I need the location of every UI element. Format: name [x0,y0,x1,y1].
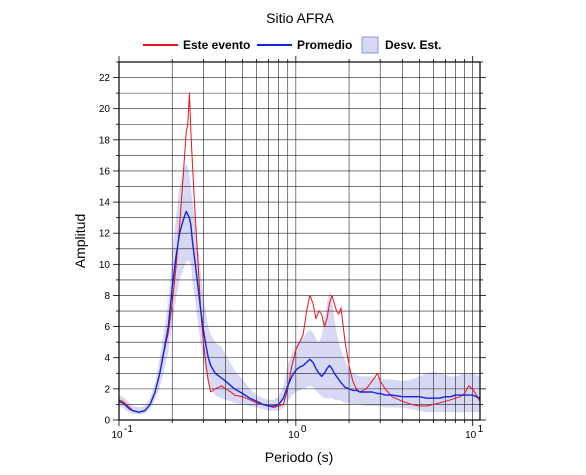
x-axis-label: Periodo (s) [265,449,333,465]
y-tick-label: 20 [99,104,111,115]
legend-label-este-evento: Este evento [183,38,250,52]
y-tick-label: 22 [99,73,111,84]
plot-frame [118,61,481,421]
y-tick-label: 14 [99,198,111,209]
legend: Este evento Promedio Desv. Est. [143,36,441,54]
y-tick-label: 4 [104,353,110,364]
series-line-promedio [118,210,481,413]
std-band [119,163,480,415]
x-tick-label-exponent: 0 [301,424,307,435]
y-tick-label: 10 [99,260,111,271]
x-tick-label-exponent: 1 [478,424,484,435]
y-tick-label: 18 [99,135,111,146]
legend-label-promedio: Promedio [297,38,352,52]
y-tick-label: 16 [99,166,111,177]
legend-swatch-desv-est [361,36,379,54]
y-tick-label: 6 [104,322,110,333]
x-tick-label: 10 [111,430,123,441]
y-tick-label: 2 [104,384,110,395]
series-line-este-evento [118,92,481,413]
grid-layer [118,62,480,420]
x-tick-label: 10 [288,430,300,441]
y-tick-label: 0 [104,416,110,427]
x-tick-label-exponent: -1 [124,424,133,435]
series-layer [118,92,481,413]
chart-title: Sitio AFRA [266,10,334,26]
y-tick-label: 12 [99,229,111,240]
legend-label-desv-est: Desv. Est. [385,38,441,52]
y-axis-label: Amplitud [72,214,88,268]
x-tick-label: 10 [465,430,477,441]
std-band-layer [119,163,480,415]
y-tick-label: 8 [104,291,110,302]
